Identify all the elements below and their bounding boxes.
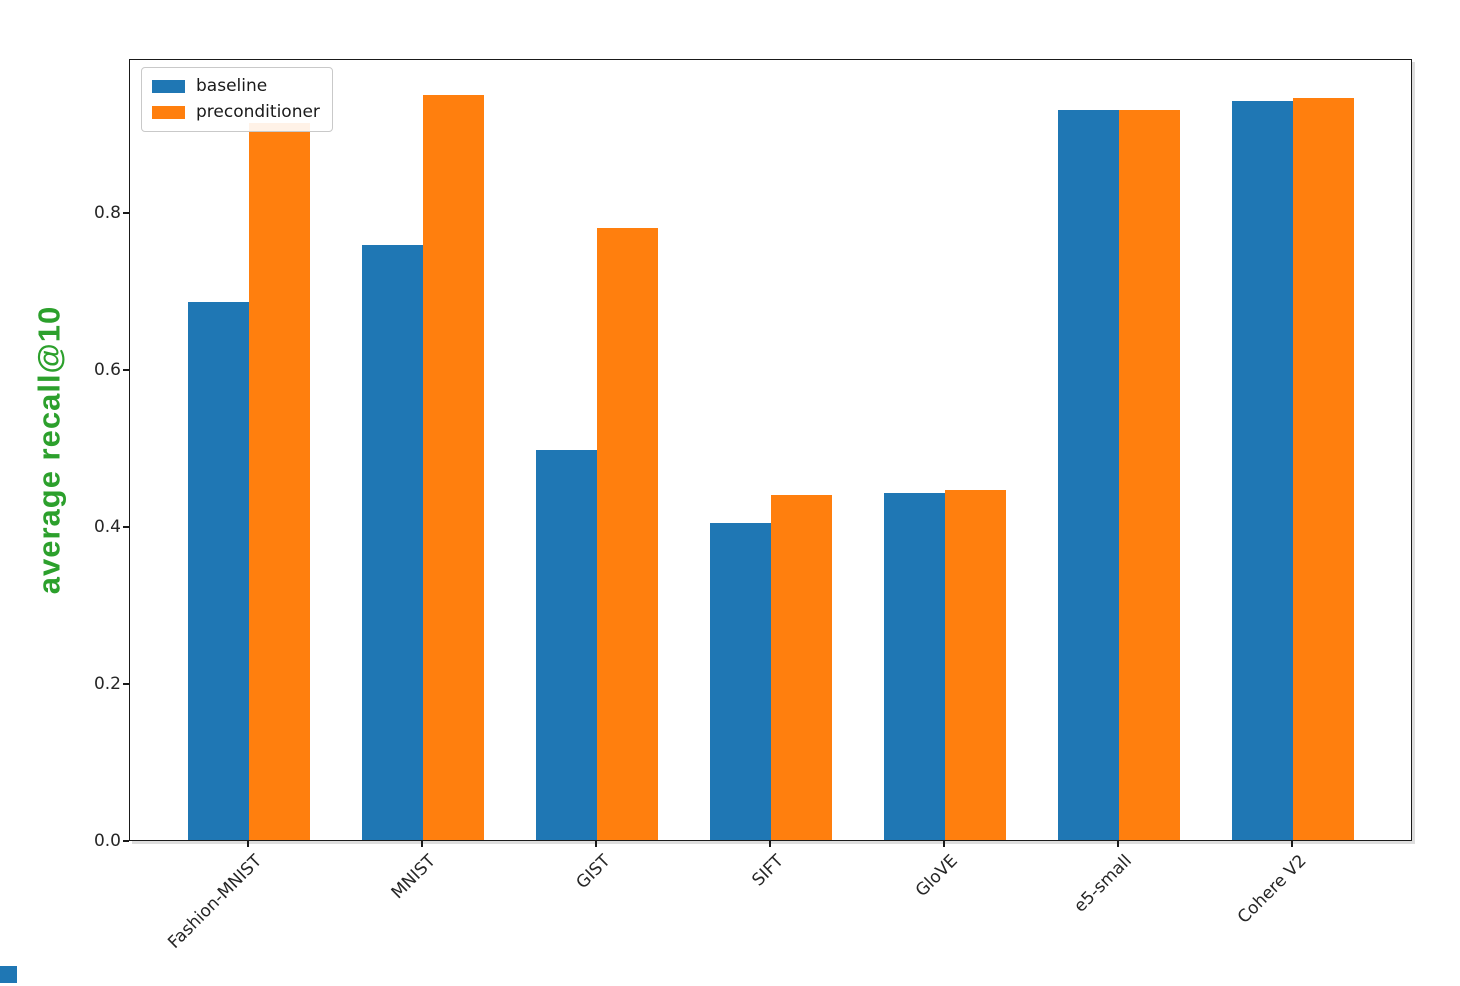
- y-tick-label: 0.6: [93, 360, 121, 380]
- plot-area: baseline preconditioner: [129, 59, 1412, 841]
- x-tick-label: MNIST: [388, 851, 441, 904]
- y-tick-mark: [123, 840, 129, 842]
- y-axis-label-box: average recall@10: [4, 59, 94, 841]
- x-tick-mark: [421, 841, 423, 847]
- y-tick-label: 0.8: [93, 203, 121, 223]
- bar-baseline-MNIST: [362, 245, 423, 840]
- x-tick-label: Fashion-MNIST: [164, 851, 267, 953]
- x-tick-label: Cohere V2: [1233, 851, 1311, 928]
- legend-label: baseline: [196, 76, 268, 96]
- bar-preconditioner-GloVE: [945, 490, 1006, 840]
- legend-item-baseline: baseline: [152, 77, 320, 96]
- x-tick-mark: [1117, 841, 1119, 847]
- y-tick-mark: [123, 369, 129, 371]
- x-tick-label: SIFT: [748, 851, 789, 891]
- x-tick-mark: [943, 841, 945, 847]
- legend-swatch-icon: [152, 106, 185, 119]
- x-tick-label: e5-small: [1070, 851, 1137, 917]
- x-tick-mark: [769, 841, 771, 847]
- bar-preconditioner-MNIST: [423, 95, 484, 840]
- bar-preconditioner-GIST: [597, 228, 658, 840]
- legend-label: preconditioner: [196, 102, 320, 122]
- bar-baseline-Fashion-MNIST: [188, 302, 249, 840]
- x-tick-mark: [247, 841, 249, 847]
- x-tick-mark: [595, 841, 597, 847]
- x-tick-label: GloVE: [912, 851, 963, 901]
- bar-preconditioner-e5-small: [1119, 110, 1180, 840]
- bar-preconditioner-Cohere V2: [1293, 98, 1354, 840]
- bar-preconditioner-Fashion-MNIST: [249, 123, 310, 840]
- bar-baseline-e5-small: [1058, 110, 1119, 840]
- legend-item-preconditioner: preconditioner: [152, 103, 320, 122]
- legend: baseline preconditioner: [141, 67, 333, 132]
- bar-baseline-SIFT: [710, 523, 771, 840]
- y-tick-mark: [123, 526, 129, 528]
- bar-baseline-GIST: [536, 450, 597, 840]
- corner-artifact: [0, 966, 17, 983]
- bar-baseline-Cohere V2: [1232, 101, 1293, 840]
- y-tick-mark: [123, 212, 129, 214]
- y-tick-mark: [123, 683, 129, 685]
- bar-baseline-GloVE: [884, 493, 945, 840]
- x-tick-mark: [1291, 841, 1293, 847]
- y-tick-label: 0.4: [93, 517, 121, 537]
- y-tick-label: 0.2: [93, 674, 121, 694]
- x-tick-label: GIST: [572, 851, 615, 893]
- y-tick-label: 0.0: [93, 831, 121, 851]
- bar-preconditioner-SIFT: [771, 495, 832, 840]
- y-axis-label: average recall@10: [31, 305, 67, 595]
- legend-swatch-icon: [152, 80, 185, 93]
